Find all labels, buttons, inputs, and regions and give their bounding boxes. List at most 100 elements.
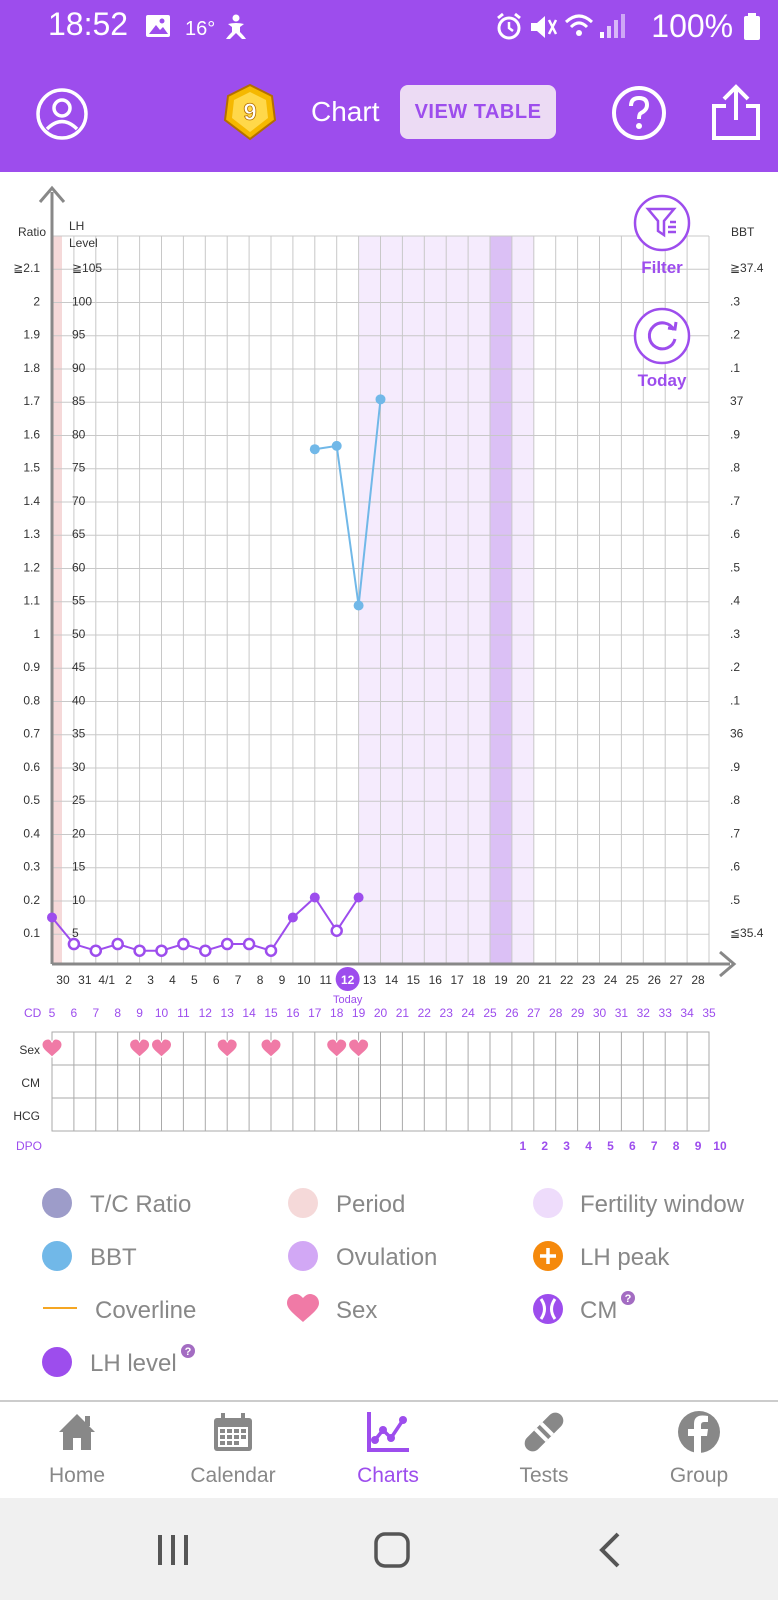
bbt-point[interactable]	[309, 444, 320, 455]
system-nav-bar	[0, 1498, 778, 1600]
legend-label: LH peak	[580, 1244, 670, 1271]
filter-label: Filter	[641, 258, 683, 277]
lh-level-help-icon[interactable]: ?	[181, 1344, 195, 1358]
lh-level-point[interactable]	[47, 912, 57, 923]
date-label: 11	[320, 973, 333, 987]
wifi-icon	[565, 14, 594, 36]
ratio-tick-label: 1.4	[23, 494, 40, 508]
nav-item-group[interactable]: Group	[639, 1410, 759, 1488]
sex-heart-icon[interactable]	[260, 1038, 282, 1058]
legend-label: Period	[336, 1191, 405, 1218]
lh-tick-label: 10	[72, 893, 86, 907]
bbt-point[interactable]	[331, 440, 342, 451]
ratio-tick-label: 1.1	[23, 594, 40, 608]
nav-item-calendar[interactable]: Calendar	[173, 1410, 293, 1488]
lh-level-point-hollow[interactable]	[220, 937, 234, 951]
date-label-today: 12	[341, 973, 355, 987]
lh-level-dot-icon	[42, 1347, 72, 1377]
lh-level-point-hollow[interactable]	[133, 944, 146, 957]
fertility-dot-icon	[533, 1188, 563, 1218]
cycle-day-value: 24	[461, 1006, 475, 1020]
lh-level-point-hollow[interactable]	[242, 937, 256, 951]
lh-level-point-hollow[interactable]	[89, 944, 103, 957]
share-icon[interactable]	[708, 82, 764, 144]
lh-level-point-hollow[interactable]	[67, 937, 81, 951]
today-marker[interactable]	[335, 967, 360, 991]
lh-tick-label: ≧105	[72, 261, 102, 275]
lh-axis-title: LH	[69, 219, 84, 233]
lh-level-point-hollow[interactable]	[177, 937, 190, 951]
legend-item-fertility-window: Fertility window	[533, 1188, 745, 1218]
bbt-point[interactable]	[353, 600, 364, 611]
nav-item-tests[interactable]: Tests	[484, 1410, 604, 1488]
cycle-day-value: 11	[177, 1006, 190, 1020]
period-band	[52, 236, 62, 964]
lh-level-point[interactable]	[353, 892, 364, 903]
level-badge-icon[interactable]: 9	[220, 82, 280, 142]
sex-heart-icon[interactable]	[129, 1038, 151, 1058]
view-table-button[interactable]: VIEW TABLE	[400, 85, 556, 139]
lh-level-point-hollow[interactable]	[155, 944, 168, 957]
sex-heart-icon[interactable]	[41, 1038, 63, 1058]
svg-text:?: ?	[185, 1346, 192, 1358]
cycle-day-value: 12	[199, 1006, 213, 1020]
accessibility-icon	[226, 14, 246, 39]
bbt-tick-label: .4	[730, 594, 740, 608]
date-label: 30	[56, 973, 70, 987]
x-axis-arrow	[719, 950, 737, 978]
ratio-tick-label: 1.8	[23, 361, 40, 375]
cycle-day-value: 17	[308, 1006, 322, 1020]
sex-heart-icon[interactable]	[216, 1038, 238, 1058]
date-label: 9	[279, 973, 286, 987]
dpo-value: 1	[520, 1139, 527, 1153]
help-icon[interactable]	[610, 84, 668, 142]
dpo-value: 5	[607, 1139, 614, 1153]
cycle-day-value: 19	[352, 1006, 366, 1020]
bbt-tick-label: .9	[730, 427, 740, 441]
date-label: 4	[169, 973, 176, 987]
sex-heart-icon[interactable]	[326, 1038, 348, 1058]
profile-icon[interactable]	[34, 86, 90, 142]
home-icon	[59, 1414, 95, 1450]
date-label: 5	[191, 973, 198, 987]
sex-heart-icon[interactable]	[348, 1038, 370, 1058]
lh-peak-icon	[533, 1241, 563, 1271]
cycle-day-value: 31	[615, 1006, 629, 1020]
filter-button[interactable]: Filter	[633, 194, 691, 277]
period-dot-icon	[288, 1188, 318, 1218]
date-label: 14	[385, 973, 399, 987]
ratio-tick-label: 0.3	[23, 860, 40, 874]
legend-item-tc-ratio: T/C Ratio	[42, 1188, 191, 1218]
lh-level-point-hollow[interactable]	[330, 924, 343, 937]
today-button[interactable]: Today	[633, 307, 691, 390]
charts-icon	[367, 1412, 409, 1452]
dpo-value: 4	[585, 1139, 592, 1153]
lh-level-point-hollow[interactable]	[264, 944, 278, 957]
lh-level-point-hollow[interactable]	[111, 937, 124, 951]
heart-icon	[287, 1294, 319, 1322]
home-button-icon[interactable]	[374, 1532, 410, 1568]
event-row-label: HCG	[13, 1109, 40, 1123]
date-label: 19	[494, 973, 508, 987]
nav-item-charts[interactable]: Charts	[328, 1410, 448, 1488]
nav-item-home[interactable]: Home	[17, 1410, 137, 1488]
lh-level-point-hollow[interactable]	[199, 944, 212, 957]
bbt-tick-label: .5	[730, 893, 740, 907]
cycle-day-value: 30	[593, 1006, 607, 1020]
date-label: 22	[560, 973, 574, 987]
bbt-point[interactable]	[375, 394, 386, 405]
ratio-tick-label: ≧2.1	[13, 261, 40, 275]
lh-level-point[interactable]	[309, 892, 320, 903]
ratio-tick-label: 0.7	[23, 727, 40, 741]
recent-apps-icon[interactable]	[158, 1535, 188, 1565]
sex-heart-icon[interactable]	[150, 1038, 173, 1058]
lh-level-point[interactable]	[287, 912, 298, 923]
cycle-day-value: 10	[155, 1006, 169, 1020]
legend-label: BBT	[90, 1244, 137, 1271]
back-icon[interactable]	[599, 1532, 620, 1568]
lh-tick-label: 40	[72, 693, 86, 707]
cm-help-icon[interactable]: ?	[621, 1291, 635, 1305]
bbt-tick-label: .8	[730, 461, 740, 475]
ratio-tick-label: 0.5	[23, 793, 40, 807]
ratio-tick-label: 1.7	[23, 394, 40, 408]
